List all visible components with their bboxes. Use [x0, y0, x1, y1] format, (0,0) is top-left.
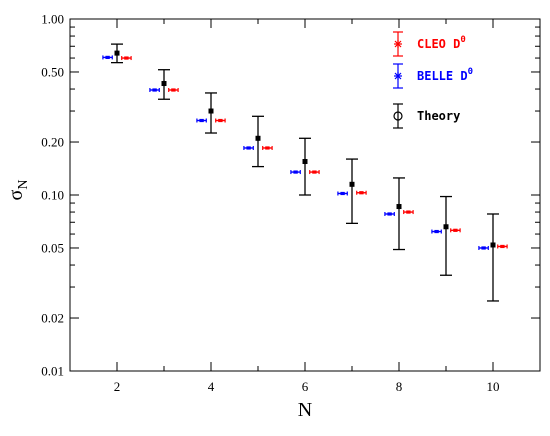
theory-point [349, 181, 355, 187]
x-tick-label: 4 [208, 379, 215, 394]
theory-point [490, 242, 496, 248]
belle-point [434, 229, 439, 234]
x-tick-label: 10 [487, 379, 500, 394]
y-tick-label: 0.01 [41, 364, 64, 379]
theory-point [443, 224, 449, 230]
theory-point [255, 135, 261, 141]
legend-cleo-marker [394, 40, 402, 48]
belle-point [105, 55, 110, 60]
legend-cleo-label: CLEO D0 [417, 35, 466, 51]
legend-belle-label: BELLE D0 [417, 67, 473, 83]
y-axis-label-symbol: σ [5, 189, 27, 200]
y-tick-labels: 0.01 0.02 0.05 0.10 0.20 0.50 1.00 [41, 12, 64, 379]
belle-point [246, 146, 251, 150]
x-tick-label: 8 [396, 379, 403, 394]
legend-belle-marker-stroke [394, 72, 402, 80]
belle-point [340, 191, 345, 196]
cleo-point [312, 170, 317, 174]
theory-point [208, 108, 214, 114]
x-axis-label: N [298, 399, 312, 421]
belle-point [199, 118, 204, 123]
cleo-point [218, 118, 223, 123]
belle-point [293, 170, 298, 174]
legend-belle-marker [394, 72, 402, 80]
cleo-point [359, 191, 364, 195]
y-tick-label: 0.10 [41, 188, 64, 203]
axis-ticks [70, 19, 540, 372]
data-marks [102, 43, 508, 302]
legend-belle-superscript: 0 [468, 67, 473, 77]
y-tick-label: 0.05 [41, 240, 64, 255]
y-tick-label: 0.20 [41, 135, 64, 150]
theory-point [114, 50, 120, 56]
belle-point [481, 246, 486, 250]
y-axis-label-subscript: N [16, 180, 31, 190]
y-tick-label: 1.00 [41, 12, 64, 27]
cleo-point [453, 228, 458, 232]
y-axis-label: σN [5, 180, 31, 201]
cleo-point [406, 210, 411, 214]
legend: CLEO D0 BELLE D0 Theory [393, 31, 473, 129]
x-tick-label: 2 [114, 379, 121, 394]
theory-point [396, 204, 402, 210]
x-tick-labels: 2 4 6 8 10 [114, 379, 500, 394]
belle-point [152, 88, 157, 92]
y-tick-label: 0.02 [41, 311, 64, 326]
belle-point [387, 212, 392, 216]
legend-cleo-superscript: 0 [460, 35, 465, 45]
legend-theory-marker [393, 111, 403, 121]
legend-cleo-marker-stroke [394, 40, 402, 48]
theory-point [161, 81, 167, 87]
cleo-point [124, 56, 129, 60]
legend-theory-label: Theory [417, 109, 460, 123]
theory-point [302, 159, 308, 165]
cleo-point [171, 88, 176, 92]
x-tick-label: 6 [302, 379, 309, 394]
cleo-point [500, 244, 505, 249]
y-tick-label: 0.50 [41, 64, 64, 79]
cleo-point [265, 146, 270, 150]
